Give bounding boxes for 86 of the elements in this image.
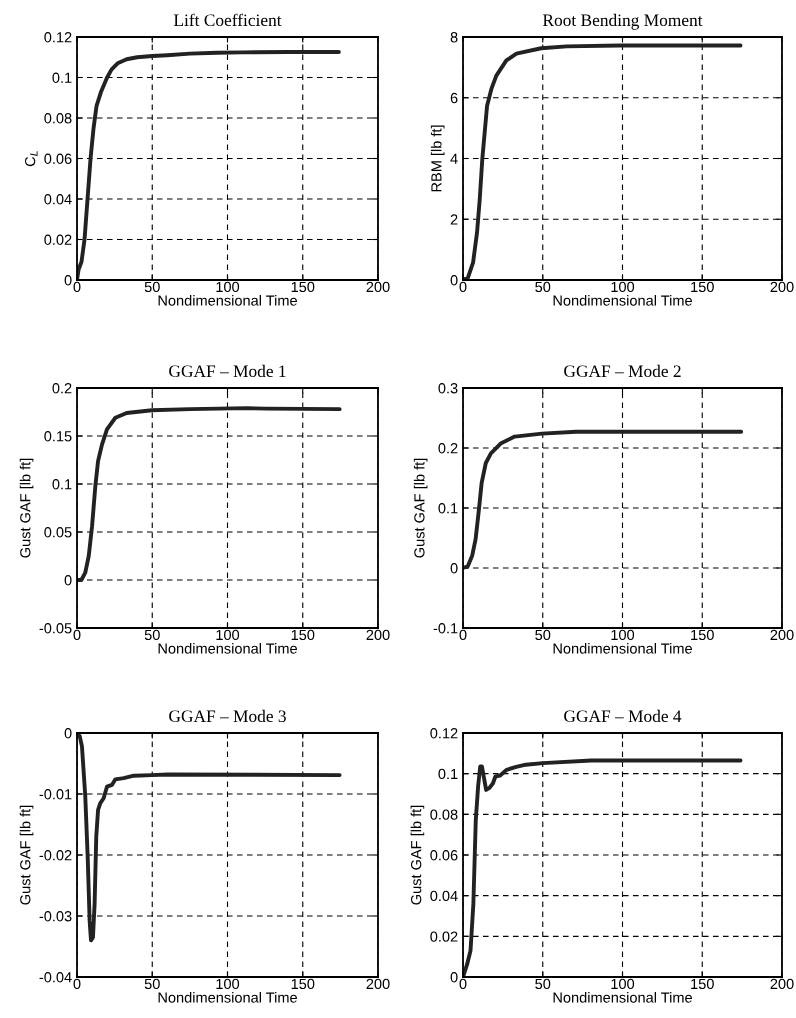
x-axis-title: Nondimensional Time <box>158 991 297 1003</box>
y-tick-label: 0.3 <box>438 383 458 394</box>
y-tick-label: 2 <box>450 214 458 225</box>
y-tick-label: 8 <box>450 32 458 43</box>
x-tick-label: 100 <box>216 978 240 990</box>
y-tick-label: 0.15 <box>44 431 72 442</box>
y-tick-label: -0.03 <box>39 911 72 922</box>
y-tick-label: 0.06 <box>44 153 72 164</box>
y-tick-label: 0.08 <box>44 113 72 124</box>
chart-title: GGAF – Mode 2 <box>564 364 681 378</box>
y-tick-label: 6 <box>450 92 458 104</box>
x-tick-label: 150 <box>291 281 315 293</box>
x-axis-title: Nondimensional Time <box>553 991 692 1003</box>
line-series <box>77 733 342 943</box>
x-tick-label: 150 <box>291 629 315 641</box>
y-tick-label: 0.2 <box>52 383 72 394</box>
x-tick-label: 150 <box>691 629 714 641</box>
line-series <box>77 406 342 582</box>
x-tick-label: 100 <box>611 978 635 990</box>
y-tick-label: 0.04 <box>44 194 72 205</box>
y-tick-label: 0 <box>450 563 458 574</box>
y-axis-title: RBM [lb ft] <box>430 125 445 192</box>
y-tick-label: 0.02 <box>44 234 72 245</box>
x-tick-label: 200 <box>770 629 794 641</box>
chart-title: GGAF – Mode 4 <box>564 709 682 723</box>
x-tick-label: 0 <box>73 629 81 641</box>
y-tick-label: 0.2 <box>438 443 458 454</box>
y-tick-label: 0 <box>64 728 72 739</box>
x-tick-label: 0 <box>73 978 81 990</box>
x-tick-label: 200 <box>366 629 390 641</box>
y-tick-label: 0.05 <box>44 527 72 538</box>
x-tick-label: 100 <box>216 281 240 293</box>
x-tick-label: 0 <box>459 629 467 641</box>
x-tick-label: 150 <box>691 281 714 293</box>
x-axis-title: Nondimensional Time <box>553 294 692 306</box>
line-series <box>463 758 743 977</box>
x-axis-title: Nondimensional Time <box>158 642 297 654</box>
x-tick-label: 50 <box>535 629 551 641</box>
x-tick-label: 50 <box>535 978 551 990</box>
line-series <box>77 50 341 280</box>
chart-title: Lift Coefficient <box>173 13 282 27</box>
y-axis-title: Gust GAF [lb ft] <box>19 458 34 558</box>
x-tick-label: 50 <box>144 978 160 990</box>
x-tick-label: 0 <box>73 281 81 293</box>
x-tick-label: 200 <box>770 281 794 293</box>
y-tick-label: 0.1 <box>438 503 458 514</box>
x-tick-label: 100 <box>611 281 635 293</box>
y-tick-label: 0.12 <box>430 728 458 739</box>
x-tick-label: 100 <box>216 629 240 641</box>
x-tick-label: 150 <box>291 978 315 990</box>
y-tick-label: 0 <box>64 575 72 586</box>
x-axis-title: Nondimensional Time <box>158 294 297 306</box>
y-axis-title: C$_{L}$ <box>24 151 38 167</box>
x-tick-label: 200 <box>366 281 390 293</box>
x-tick-label: 200 <box>366 978 390 990</box>
y-tick-label: 4 <box>450 153 458 164</box>
line-series <box>463 43 743 280</box>
line-series <box>463 429 744 570</box>
chart-title: GGAF – Mode 3 <box>169 709 286 723</box>
y-tick-label: -0.01 <box>39 789 72 800</box>
y-tick-label: -0.05 <box>39 623 72 634</box>
y-tick-label: 0.04 <box>430 890 458 902</box>
y-axis-title: Gust GAF [lb ft] <box>410 805 425 905</box>
y-axis-title: Gust GAF [lb ft] <box>413 458 428 558</box>
y-tick-label: 0.08 <box>430 809 458 820</box>
y-tick-label: -0.04 <box>39 972 72 983</box>
y-tick-label: -0.02 <box>39 850 72 861</box>
x-tick-label: 0 <box>459 281 467 293</box>
x-tick-label: 0 <box>459 978 467 990</box>
chart-title: Root Bending Moment <box>542 13 703 30</box>
x-axis-title: Nondimensional Time <box>553 642 692 654</box>
y-tick-label: -0.1 <box>433 623 458 634</box>
x-tick-label: 50 <box>535 281 551 293</box>
x-tick-label: 150 <box>691 978 714 990</box>
x-tick-label: 200 <box>770 978 794 990</box>
y-tick-label: 0.1 <box>52 72 72 83</box>
x-tick-label: 50 <box>144 281 160 293</box>
chart-title: GGAF – Mode 1 <box>169 364 286 378</box>
y-tick-label: 0.12 <box>44 32 72 43</box>
y-axis-title: Gust GAF [lb ft] <box>19 805 34 905</box>
x-tick-label: 50 <box>144 629 160 641</box>
y-tick-label: 0.1 <box>52 479 72 490</box>
y-tick-label: 0.1 <box>438 768 458 780</box>
y-tick-label: 0.06 <box>430 850 458 861</box>
x-tick-label: 100 <box>611 629 635 641</box>
y-tick-label: 0.02 <box>430 931 458 942</box>
